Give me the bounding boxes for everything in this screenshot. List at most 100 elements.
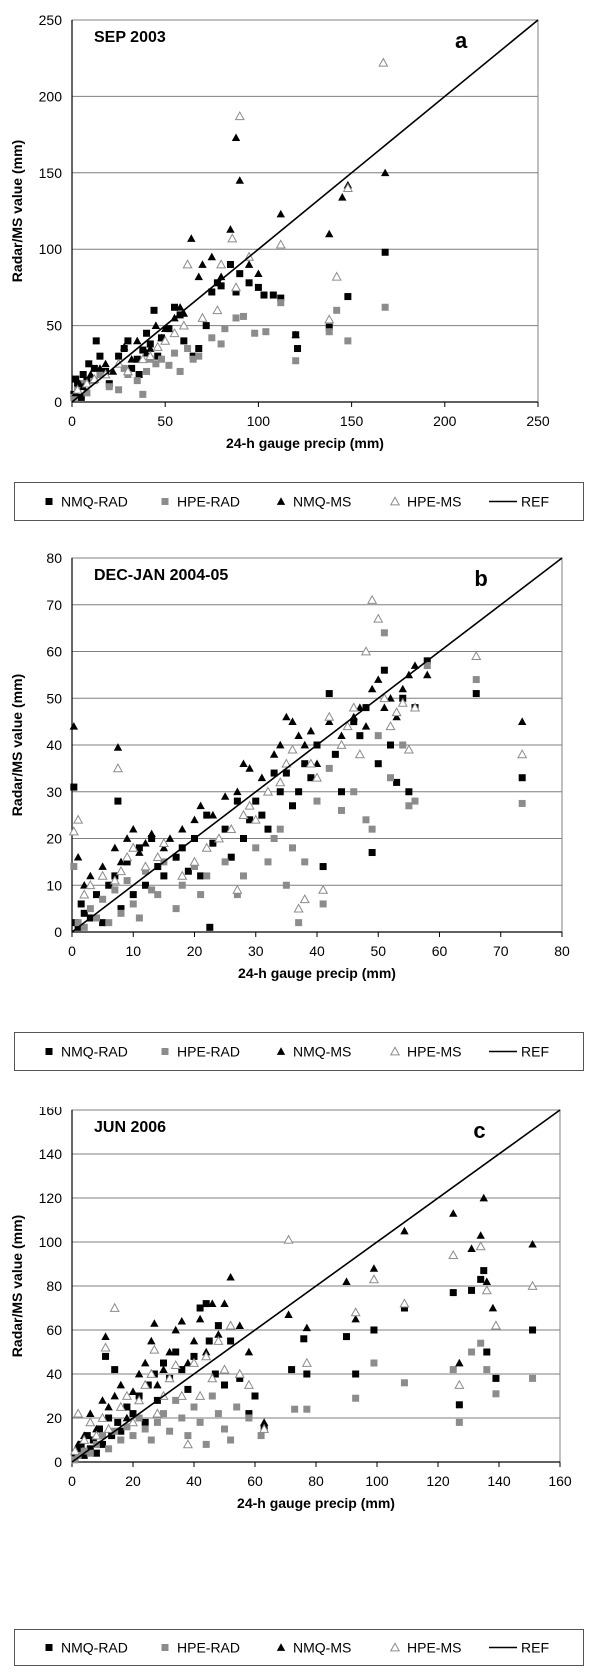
nmq-ms-point xyxy=(80,881,89,889)
hpe-ms-point xyxy=(73,1408,84,1418)
nmq-ms-point xyxy=(231,133,241,142)
nmq-rad-point xyxy=(72,375,80,383)
hpe-ms-point xyxy=(350,1307,361,1317)
nmq-rad-point xyxy=(93,891,100,899)
hpe-rad-point xyxy=(135,914,143,922)
nmq-rad-point xyxy=(245,279,253,287)
hpe-ms-point xyxy=(89,373,100,383)
y-tick-label: 20 xyxy=(46,1410,62,1426)
nmq-ms-point xyxy=(257,773,267,782)
nmq-rad-point xyxy=(343,1333,350,1341)
nmq-ms-point xyxy=(195,1314,205,1323)
legend-marker-hpe-ms xyxy=(389,1642,401,1652)
legend-marker-hpe-rad xyxy=(161,1048,169,1055)
hpe-rad-point xyxy=(99,1432,106,1440)
nmq-ms-point xyxy=(178,824,187,833)
nmq-rad-point xyxy=(206,923,214,931)
hpe-ms-point xyxy=(403,744,414,754)
hpe-ms-point xyxy=(360,646,372,656)
nmq-rad-point xyxy=(111,1366,119,1374)
nmq-ms-point xyxy=(179,309,189,317)
hpe-rad-point xyxy=(80,923,88,931)
hpe-rad-point xyxy=(380,629,388,637)
nmq-ms-point xyxy=(101,1332,110,1340)
x-tick-label: 80 xyxy=(308,1473,324,1489)
hpe-rad-point xyxy=(147,1436,155,1444)
hpe-ms-point xyxy=(244,800,255,810)
hpe-rad-point xyxy=(400,1379,408,1387)
hpe-rad-point xyxy=(184,1432,192,1440)
nmq-rad-point xyxy=(70,783,78,791)
hpe-ms-point xyxy=(527,1280,538,1290)
hpe-ms-point xyxy=(368,1274,379,1284)
y-tick-label: 60 xyxy=(46,1322,62,1338)
hpe-ms-point xyxy=(72,384,83,394)
hpe-ms-point xyxy=(103,1423,114,1433)
nmq-ms-point xyxy=(410,661,420,669)
hpe-ms-point xyxy=(122,366,133,376)
nmq-ms-point xyxy=(151,321,161,329)
hpe-ms-point xyxy=(91,1430,102,1440)
nmq-ms-point xyxy=(92,1424,101,1433)
nmq-ms-point xyxy=(171,1325,180,1334)
hpe-rad-point xyxy=(189,355,197,363)
hpe-ms-point xyxy=(100,1342,111,1352)
nmq-rad-point xyxy=(370,1326,378,1334)
nmq-rad-point xyxy=(276,788,284,796)
hpe-ms-point xyxy=(354,749,365,759)
nmq-ms-point xyxy=(113,743,123,751)
hpe-rad-point xyxy=(176,367,184,375)
hpe-rad-point xyxy=(233,1403,241,1411)
x-tick-label: 150 xyxy=(340,413,364,429)
hpe-ms-point xyxy=(189,856,200,866)
nmq-rad-point xyxy=(226,260,234,268)
nmq-ms-point xyxy=(312,759,322,768)
chart-title: DEC-JAN 2004-05 xyxy=(94,567,228,584)
nmq-rad-point xyxy=(172,853,180,861)
legend-marker-hpe-ms xyxy=(389,1046,401,1056)
legend-label: NMQ-MS xyxy=(293,1044,351,1060)
nmq-rad-point xyxy=(295,788,303,796)
y-tick-label: 50 xyxy=(46,318,62,334)
x-tick-label: 60 xyxy=(247,1473,263,1489)
hpe-rad-point xyxy=(117,909,125,917)
nmq-rad-point xyxy=(288,1366,296,1374)
hpe-rad-point xyxy=(214,1410,222,1418)
legend-label: HPE-MS xyxy=(407,494,461,510)
hpe-ms-point xyxy=(188,1357,200,1367)
y-tick-label: 100 xyxy=(39,1234,63,1250)
hpe-rad-point xyxy=(202,1440,210,1448)
nmq-ms-point xyxy=(122,1413,132,1422)
hpe-ms-point xyxy=(226,823,237,834)
hpe-ms-point xyxy=(481,1285,492,1295)
nmq-rad-point xyxy=(400,1304,408,1312)
nmq-rad-point xyxy=(301,760,309,768)
scatter-chart-c: 0 20 40 60 80 100 120 140 160 0 20 40 60 80 100 120 140 1… xyxy=(9,1107,572,1511)
nmq-ms-point xyxy=(398,684,407,693)
hpe-ms-point xyxy=(219,1364,230,1374)
legend-label: REF xyxy=(521,1044,549,1060)
hpe-rad-point xyxy=(221,325,229,333)
nmq-rad-point xyxy=(139,346,147,354)
hpe-rad-point xyxy=(240,872,247,880)
nmq-ms-point xyxy=(239,759,248,768)
nmq-ms-point xyxy=(455,1358,464,1367)
nmq-rad-point xyxy=(105,1414,113,1422)
x-tick-label: 80 xyxy=(554,943,570,959)
hpe-rad-point xyxy=(105,383,113,391)
nmq-rad-point xyxy=(85,360,93,368)
nmq-rad-point xyxy=(108,1432,116,1440)
hpe-ms-point xyxy=(178,320,189,330)
nmq-rad-point xyxy=(202,1300,210,1308)
nmq-ms-point xyxy=(351,1314,360,1323)
hpe-rad-point xyxy=(123,877,131,885)
hpe-rad-point xyxy=(221,858,229,866)
nmq-rad-point xyxy=(352,1370,360,1378)
hpe-ms-point xyxy=(85,1417,96,1427)
nmq-rad-point xyxy=(129,1410,137,1418)
hpe-rad-point xyxy=(120,364,128,372)
legend-label: HPE-RAD xyxy=(177,1044,240,1060)
nmq-rad-point xyxy=(143,329,151,337)
nmq-rad-point xyxy=(325,690,333,698)
nmq-ms-point xyxy=(235,1321,244,1329)
